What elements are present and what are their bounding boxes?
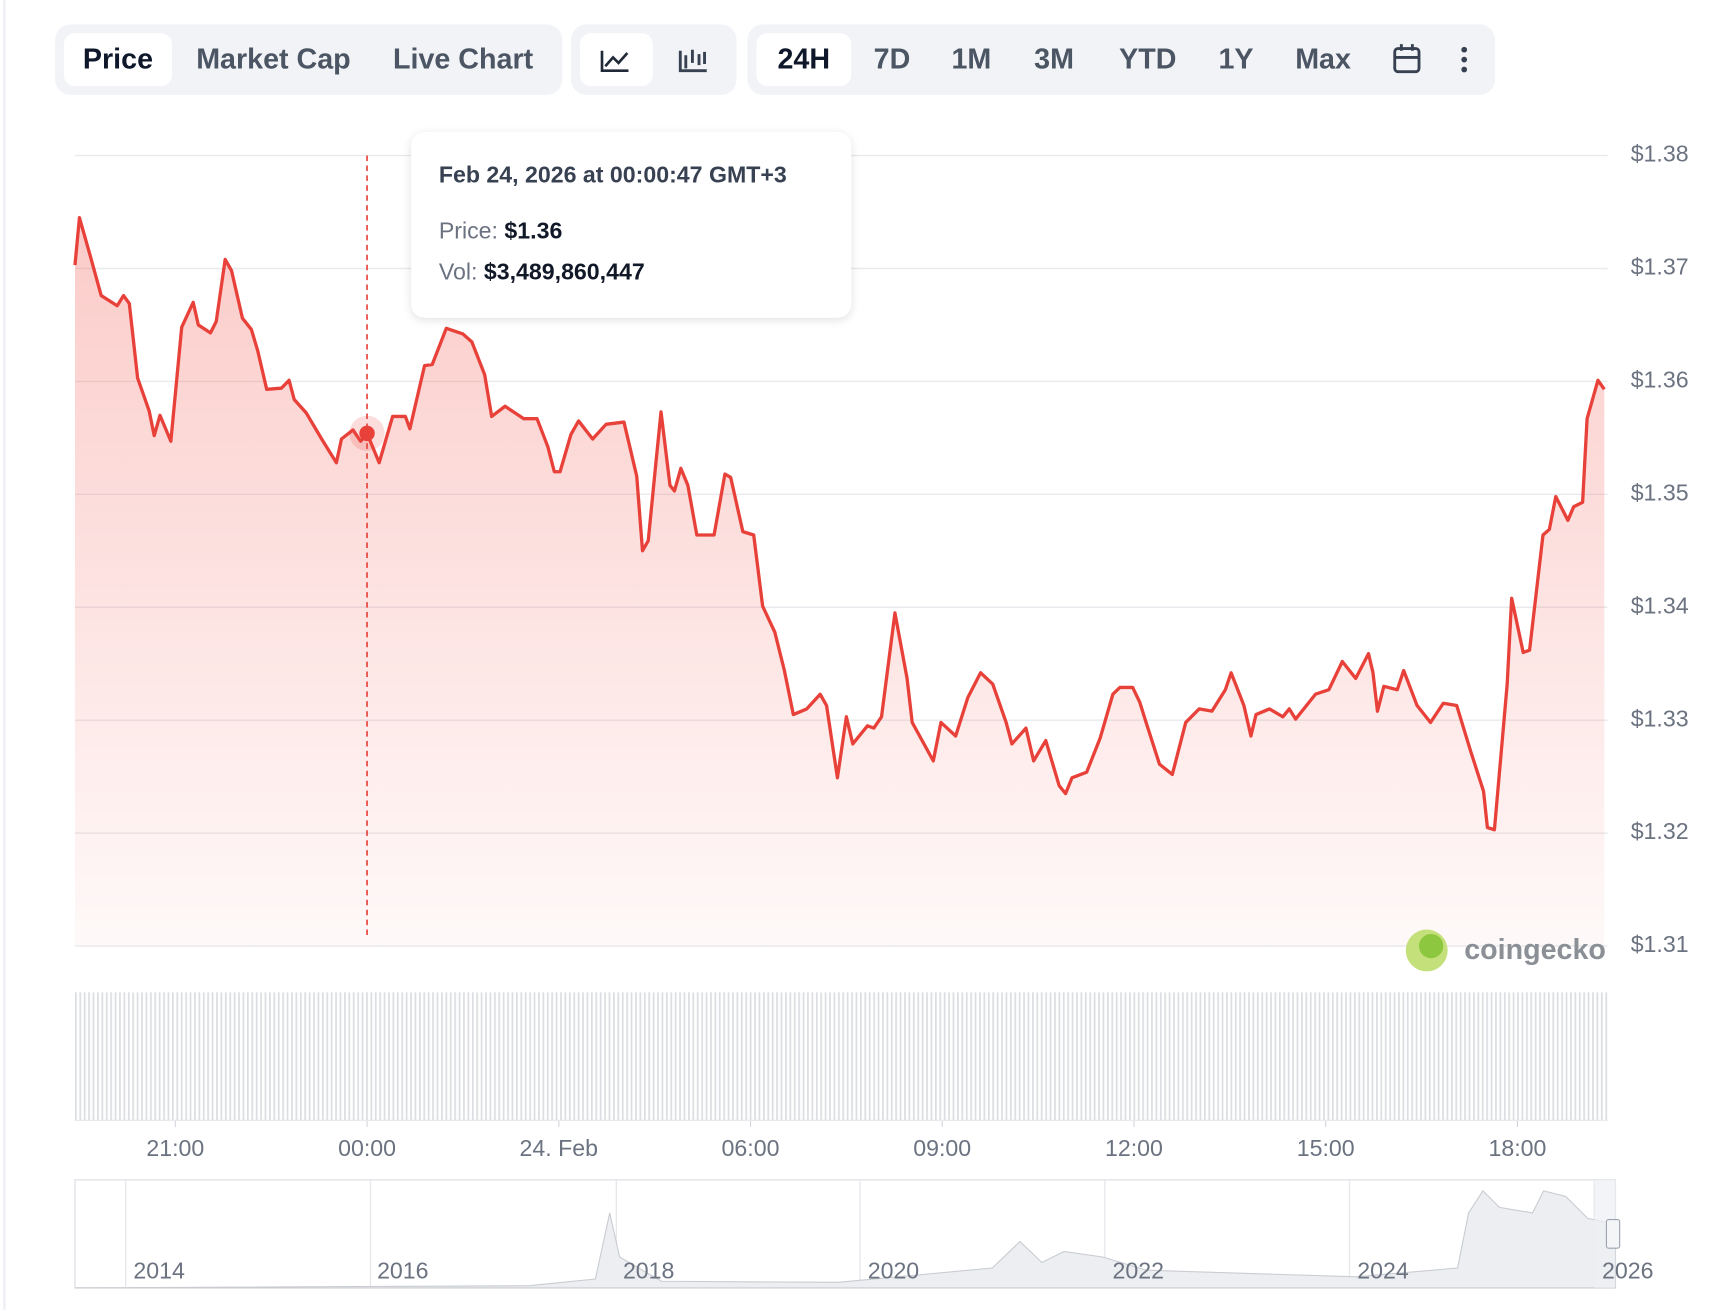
navigator-year: 2026 — [1602, 1258, 1653, 1284]
x-tick-label: 12:00 — [1105, 1135, 1163, 1161]
hover-point — [359, 425, 375, 442]
tooltip-price-label: Price: — [439, 218, 498, 244]
navigator — [74, 1178, 1617, 1289]
x-tick-label: 06:00 — [722, 1135, 780, 1161]
price-line — [73, 216, 1606, 832]
range-max[interactable]: Max — [1295, 43, 1351, 75]
navigator-year: 2018 — [623, 1258, 674, 1284]
y-tick-label: $1.35 — [1631, 479, 1689, 505]
candle-icon — [678, 49, 707, 73]
candle-chart-button[interactable] — [678, 49, 707, 73]
range-7d[interactable]: 7D — [874, 43, 911, 75]
x-tick-label: 24. Feb — [520, 1135, 598, 1161]
y-tick-label: $1.36 — [1631, 367, 1689, 393]
range-1m[interactable]: 1M — [951, 43, 991, 75]
selected-pill — [756, 33, 852, 87]
tooltip-date: Feb 24, 2026 at 00:00:47 GMT+3 — [439, 162, 787, 188]
navigator-year: 2024 — [1357, 1258, 1409, 1284]
grid: $1.31 $1.32 $1.33 $1.34 $1.35 $1.36 $1.37 $1.38… — [74, 141, 1689, 1161]
calendar-icon — [1394, 44, 1419, 59]
dot — [1461, 66, 1468, 73]
x-tick-label: 15:00 — [1297, 1135, 1355, 1161]
y-tick-label: $1.37 — [1631, 254, 1689, 280]
tooltip-vol-value: $3,489,860,447 — [484, 259, 645, 285]
y-tick-label: $1.38 — [1631, 141, 1689, 167]
view-group — [55, 24, 563, 95]
navigator-area — [74, 1189, 1616, 1289]
tab-price[interactable]: Price — [83, 43, 153, 75]
tooltip-box — [411, 132, 852, 318]
navigator-labels: 2014 2016 2018 2020 2022 2024 2026 — [133, 1258, 1653, 1284]
x-tick-label: 18:00 — [1488, 1135, 1546, 1161]
navigator-window[interactable] — [1594, 1179, 1616, 1288]
y-tick-label: $1.34 — [1631, 592, 1689, 618]
price-area — [74, 217, 1605, 947]
calendar-icon — [1393, 47, 1421, 74]
tab-live-chart[interactable]: Live Chart — [393, 43, 534, 75]
navigator-year: 2014 — [133, 1258, 185, 1284]
tooltip: Feb 24, 2026 at 00:00:47 GMT+3 Price: $1… — [411, 132, 852, 318]
navigator-year: 2020 — [868, 1258, 919, 1284]
watermark: coingecko — [1464, 934, 1606, 966]
navigator-year: 2022 — [1112, 1258, 1163, 1284]
range-ytd[interactable]: YTD — [1119, 43, 1176, 75]
y-tick-label: $1.33 — [1631, 705, 1689, 731]
selected-pill — [63, 33, 173, 87]
coingecko-logo — [1419, 933, 1444, 959]
range-group — [747, 24, 1496, 95]
tooltip-vol-label: Vol: — [439, 259, 478, 285]
line-chart-button[interactable] — [579, 33, 653, 87]
tooltip-vol: Vol: $3,489,860,447 — [439, 259, 645, 285]
x-tick-label: 21:00 — [146, 1135, 204, 1161]
more-button[interactable] — [1461, 46, 1468, 73]
navigator-year: 2016 — [377, 1258, 428, 1284]
range-24h[interactable]: 24H — [777, 43, 830, 75]
navigator-handle[interactable] — [1605, 1218, 1621, 1249]
calendar-button[interactable] — [1393, 44, 1421, 74]
x-tick-label: 00:00 — [338, 1135, 396, 1161]
range-3m[interactable]: 3M — [1034, 43, 1074, 75]
tooltip-price: Price: $1.36 — [439, 218, 563, 244]
dot — [1461, 46, 1468, 53]
tab-market-cap[interactable]: Market Cap — [196, 43, 350, 75]
plot — [73, 155, 1606, 947]
y-tick-label: $1.32 — [1631, 818, 1689, 844]
dot — [1461, 56, 1468, 63]
range-1y[interactable]: 1Y — [1218, 43, 1253, 75]
volume-bars — [74, 992, 1608, 1121]
x-tick-label: 09:00 — [913, 1135, 971, 1161]
tooltip-price-value: $1.36 — [504, 218, 562, 244]
y-tick-label: $1.31 — [1631, 931, 1689, 957]
line-icon — [600, 50, 629, 72]
